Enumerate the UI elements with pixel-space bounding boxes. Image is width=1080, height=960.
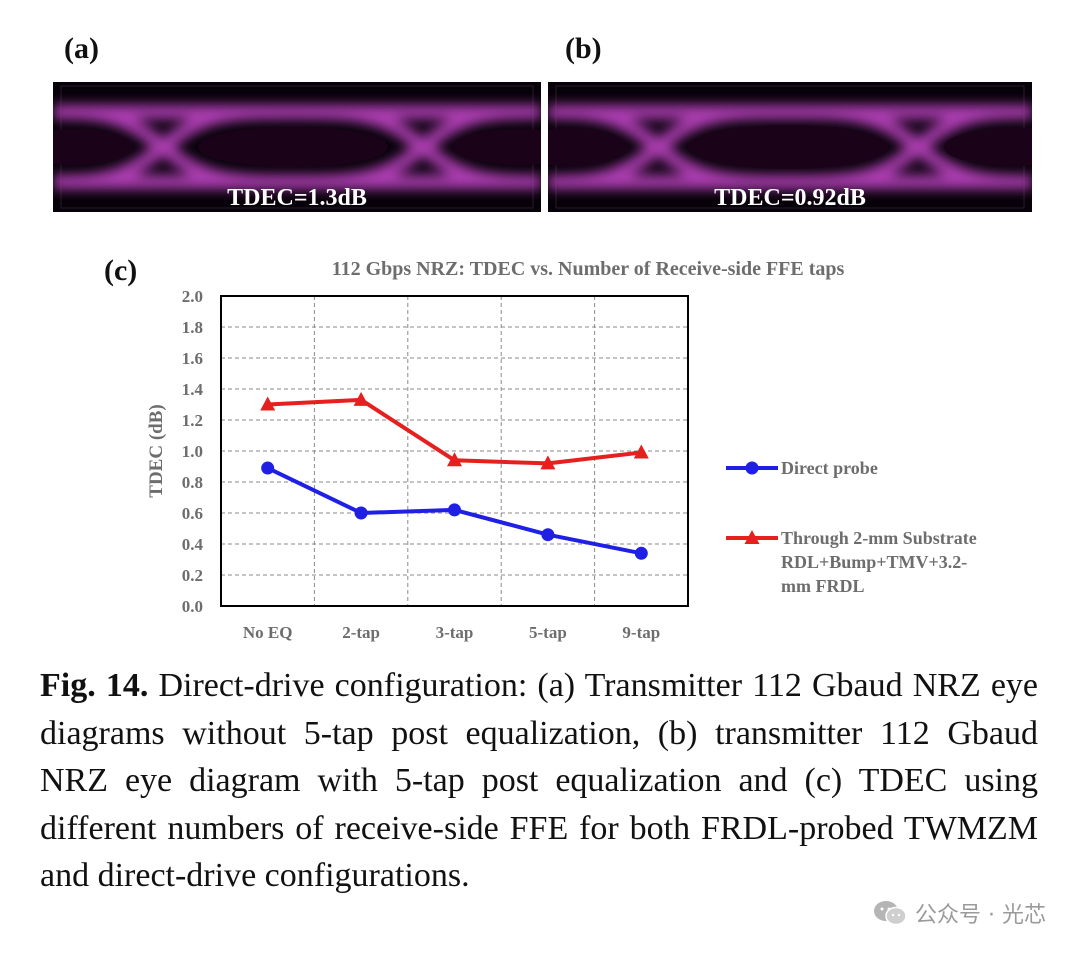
legend-label-2: Through 2-mm Substrate (781, 528, 977, 548)
x-tick-label: 2-tap (342, 623, 380, 642)
eye-diagram-a-image (53, 82, 541, 212)
y-tick-label: 1.0 (182, 442, 203, 461)
data-point-series-1 (634, 546, 648, 560)
data-point-series-2 (633, 444, 649, 459)
x-tick-label: 3-tap (436, 623, 474, 642)
y-tick-label: 1.4 (182, 380, 204, 399)
y-tick-label: 0.8 (182, 473, 203, 492)
chart-legend: Direct probe Through 2-mm Substrate RDL+Bu… (726, 458, 977, 596)
legend-label-2: mm FRDL (781, 576, 865, 596)
y-tick-label: 1.8 (182, 318, 203, 337)
chart-series (260, 391, 649, 560)
x-tick-label: No EQ (243, 623, 293, 642)
data-point-series-1 (448, 503, 461, 517)
data-point-series-1 (541, 528, 555, 542)
plot-frame (220, 295, 689, 607)
panel-c-label: (c) (104, 254, 138, 287)
eye-diagram-b: TDEC=0.92dB (548, 82, 1032, 212)
y-tick-label: 1.2 (182, 411, 203, 430)
chart-grid (221, 296, 688, 606)
y-tick-label: 1.6 (182, 349, 203, 368)
wechat-icon (874, 901, 907, 926)
legend-label-1: Direct probe (781, 458, 878, 478)
legend-marker-2 (744, 530, 760, 544)
eye-diagram-a: TDEC=1.3dB (53, 82, 541, 212)
y-tick-label: 2.0 (182, 287, 203, 306)
x-axis-ticks: No EQ 2-tap 3-tap 5-tap 9-tap (243, 623, 660, 642)
data-point-series-2 (540, 455, 556, 470)
y-tick-label: 0.2 (182, 566, 203, 585)
y-axis-title: TDEC (dB) (146, 404, 167, 497)
panel-a-label: (a) (64, 32, 99, 65)
y-tick-label: 0.4 (182, 535, 204, 554)
y-axis-ticks: 0.0 0.2 0.4 0.6 0.8 1.0 1.2 1.4 1.6 1.8 2.0 (182, 287, 204, 616)
eye-diagram-b-image (548, 82, 1032, 212)
data-point-series-1 (354, 506, 368, 520)
figure-caption-text: Direct-drive configuration: (a) Transmit… (40, 667, 1038, 894)
panel-b-label: (b) (565, 32, 602, 65)
y-tick-label: 0.0 (182, 597, 203, 616)
watermark-text: 公众号 · 光芯 (915, 903, 1046, 928)
data-point-series-2 (260, 396, 276, 411)
watermark: 公众号 · 光芯 (873, 897, 1046, 929)
legend-marker-1 (745, 461, 759, 475)
tdec-chart: 112 Gbps NRZ: TDEC vs. Number of Receive… (146, 258, 977, 642)
y-tick-label: 0.6 (182, 504, 203, 523)
x-tick-label: 9-tap (622, 623, 660, 642)
data-point-series-2 (447, 452, 462, 467)
figure-caption: Fig. 14. Direct-drive configuration: (a)… (40, 662, 1038, 900)
figure-label: Fig. 14. (40, 667, 149, 704)
x-tick-label: 5-tap (529, 623, 567, 642)
chart-title: 112 Gbps NRZ: TDEC vs. Number of Receive… (332, 258, 845, 280)
eye-diagram-b-tdec: TDEC=0.92dB (714, 185, 866, 211)
data-point-series-1 (261, 461, 275, 475)
legend-label-2: RDL+Bump+TMV+3.2- (781, 552, 967, 572)
data-point-series-2 (353, 391, 369, 406)
eye-diagram-a-tdec: TDEC=1.3dB (227, 185, 367, 211)
